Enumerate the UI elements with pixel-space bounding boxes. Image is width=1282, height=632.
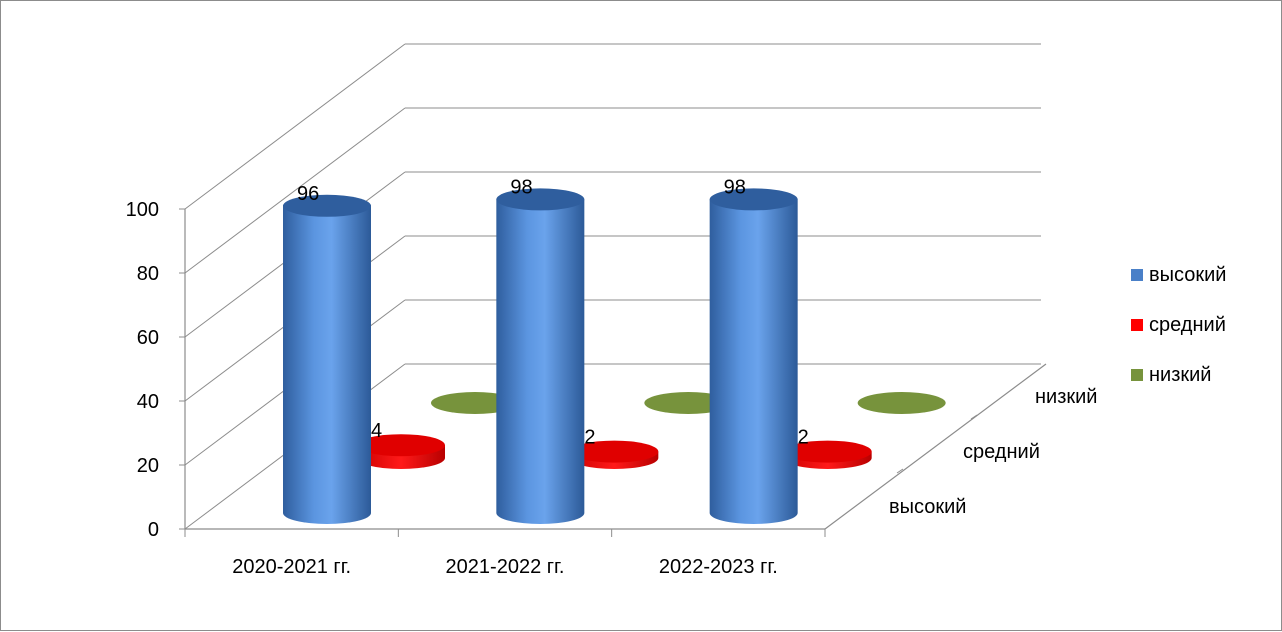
data-labels: 4 2 2 96 98 98 [297, 176, 809, 448]
legend-label: низкий [1149, 364, 1211, 386]
y-tick-label: 40 [137, 391, 159, 413]
data-label: 4 [371, 420, 382, 442]
bar-средний-1-top [357, 434, 445, 457]
bar-высокий-3-body [709, 199, 798, 524]
data-label: 2 [798, 427, 809, 449]
chart-floor [185, 363, 1047, 530]
legend-swatch-средний [1131, 319, 1143, 331]
x-tick-label: 2022-2023 гг. [659, 556, 778, 578]
bar-высокий-1-body [283, 205, 371, 525]
x-tick-label: 2020-2021 гг. [232, 556, 351, 578]
depth-axis-label: средний [963, 441, 1040, 463]
legend-swatch-низкий [1131, 369, 1143, 381]
gridline-diagonal [184, 43, 406, 210]
legend-swatch-высокий [1131, 269, 1143, 281]
gridline-diagonal [184, 107, 406, 274]
y-tick-label: 100 [126, 199, 159, 221]
bars [283, 188, 946, 525]
bar-средний-2-top [570, 440, 659, 463]
x-tick-label: 2021-2022 гг. [446, 556, 565, 578]
data-label: 98 [724, 176, 746, 198]
y-tick-label: 60 [137, 327, 159, 349]
y-tick-label: 0 [148, 519, 159, 541]
data-label: 2 [584, 427, 595, 449]
depth-tick [970, 414, 978, 420]
bar-высокий-2-top [496, 188, 585, 211]
data-label: 96 [297, 183, 319, 205]
depth-axis-label: низкий [1035, 386, 1097, 408]
bar-высокий-2-body [496, 199, 585, 524]
depth-tick [896, 468, 904, 474]
y-tick-label: 80 [137, 263, 159, 285]
bar-высокий-3-top [709, 188, 798, 211]
data-label: 98 [510, 176, 532, 198]
axes: 0 20 40 60 80 100 2020-2021 гг. 2021-2022 гг. 20… [126, 199, 1098, 578]
bar-средний-3-top [783, 440, 872, 463]
floor-right-edge [824, 363, 1047, 530]
y-tick-label: 20 [137, 455, 159, 477]
legend: высокий средний низкий [1131, 264, 1226, 386]
bar-высокий-1-top [283, 194, 371, 217]
depth-axis-label: высокий [889, 496, 966, 518]
legend-label: средний [1149, 314, 1226, 336]
bar-низкий-3-top [857, 392, 946, 414]
legend-label: высокий [1149, 264, 1226, 286]
